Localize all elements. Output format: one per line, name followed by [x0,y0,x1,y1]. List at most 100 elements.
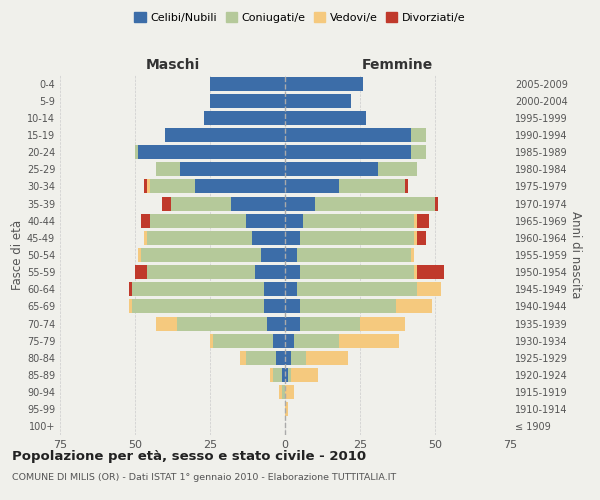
Bar [252,231,285,245]
Bar [144,180,147,194]
Bar [300,316,360,330]
Bar [339,334,399,347]
Bar [246,351,276,365]
Bar [132,282,264,296]
Bar [414,265,417,279]
Bar [285,94,351,108]
Bar [204,111,285,125]
Bar [282,368,285,382]
Bar [303,214,414,228]
Bar [291,368,318,382]
Bar [141,214,150,228]
Bar [150,214,246,228]
Bar [285,111,366,125]
Text: Popolazione per età, sesso e stato civile - 2010: Popolazione per età, sesso e stato civil… [12,450,366,463]
Bar [273,368,282,382]
Bar [231,196,285,210]
Bar [162,196,171,210]
Text: COMUNE DI MILIS (OR) - Dati ISTAT 1° gennaio 2010 - Elaborazione TUTTITALIA.IT: COMUNE DI MILIS (OR) - Dati ISTAT 1° gen… [12,472,396,482]
Bar [273,334,285,347]
Bar [282,385,285,399]
Bar [261,248,285,262]
Bar [411,248,414,262]
Bar [138,248,141,262]
Bar [210,334,213,347]
Bar [276,351,285,365]
Bar [315,196,435,210]
Bar [306,351,348,365]
Bar [297,248,411,262]
Bar [300,265,414,279]
Bar [147,231,252,245]
Bar [135,265,147,279]
Bar [177,316,267,330]
Bar [285,231,300,245]
Bar [156,162,180,176]
Bar [144,231,147,245]
Y-axis label: Fasce di età: Fasce di età [11,220,24,290]
Bar [297,282,417,296]
Bar [378,162,417,176]
Bar [141,248,261,262]
Bar [279,385,282,399]
Bar [285,76,363,90]
Bar [267,316,285,330]
Bar [285,385,294,399]
Bar [285,145,411,159]
Bar [435,196,438,210]
Bar [285,180,339,194]
Bar [285,402,288,416]
Bar [294,334,339,347]
Bar [213,334,273,347]
Bar [417,282,441,296]
Bar [240,351,246,365]
Bar [165,128,285,142]
Bar [132,300,264,314]
Bar [210,94,285,108]
Bar [210,76,285,90]
Bar [300,300,396,314]
Bar [414,231,417,245]
Bar [285,334,294,347]
Bar [138,145,285,159]
Bar [285,248,297,262]
Bar [171,196,231,210]
Bar [150,180,195,194]
Bar [129,300,132,314]
Bar [270,368,273,382]
Bar [195,180,285,194]
Bar [405,180,408,194]
Bar [180,162,285,176]
Bar [285,316,300,330]
Bar [255,265,285,279]
Bar [285,128,411,142]
Legend: Celibi/Nubili, Coniugati/e, Vedovi/e, Divorziati/e: Celibi/Nubili, Coniugati/e, Vedovi/e, Di… [130,8,470,28]
Bar [396,300,432,314]
Text: Maschi: Maschi [145,58,200,71]
Bar [285,368,288,382]
Bar [291,351,306,365]
Bar [417,231,426,245]
Bar [411,145,426,159]
Bar [285,214,303,228]
Bar [411,128,426,142]
Bar [288,368,291,382]
Bar [360,316,405,330]
Bar [135,145,138,159]
Bar [417,214,429,228]
Bar [339,180,405,194]
Bar [147,180,150,194]
Bar [156,316,177,330]
Bar [285,282,297,296]
Bar [285,265,300,279]
Bar [285,351,291,365]
Bar [285,162,378,176]
Bar [285,300,300,314]
Bar [264,282,285,296]
Bar [129,282,132,296]
Bar [417,265,444,279]
Bar [147,265,255,279]
Bar [246,214,285,228]
Bar [300,231,414,245]
Text: Femmine: Femmine [362,58,433,71]
